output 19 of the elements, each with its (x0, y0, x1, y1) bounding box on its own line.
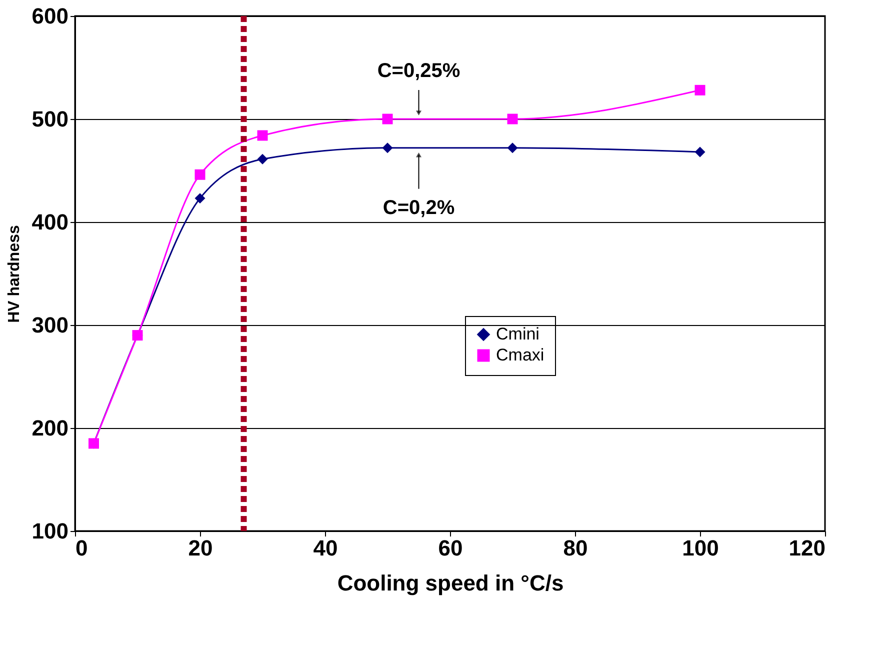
y-axis-title: HV hardness (6, 224, 23, 323)
legend-label: Cmini (496, 324, 540, 344)
y-tick-label: 300 (32, 312, 68, 338)
y-tick-label: 400 (32, 210, 68, 234)
y-tick-label: 200 (32, 416, 68, 440)
y-tick-label: 500 (32, 106, 68, 132)
y-tick-label: 600 (32, 4, 68, 28)
annotation: C=0,2% (382, 196, 455, 219)
x-tick-label: 0 (76, 536, 88, 560)
x-tick-label: 120 (788, 536, 826, 560)
x-axis-title: Cooling speed in °C/s (337, 570, 564, 596)
x-tick-label: 60 (438, 536, 463, 560)
x-tick-label: 100 (682, 536, 719, 560)
x-tick-label: 80 (563, 536, 588, 560)
y-tick-label: 100 (32, 518, 68, 544)
x-tick-label: 20 (188, 536, 213, 560)
annotation: C=0,25% (377, 60, 460, 82)
x-tick-label: 40 (313, 536, 338, 560)
legend-label: Cmaxi (496, 346, 544, 364)
